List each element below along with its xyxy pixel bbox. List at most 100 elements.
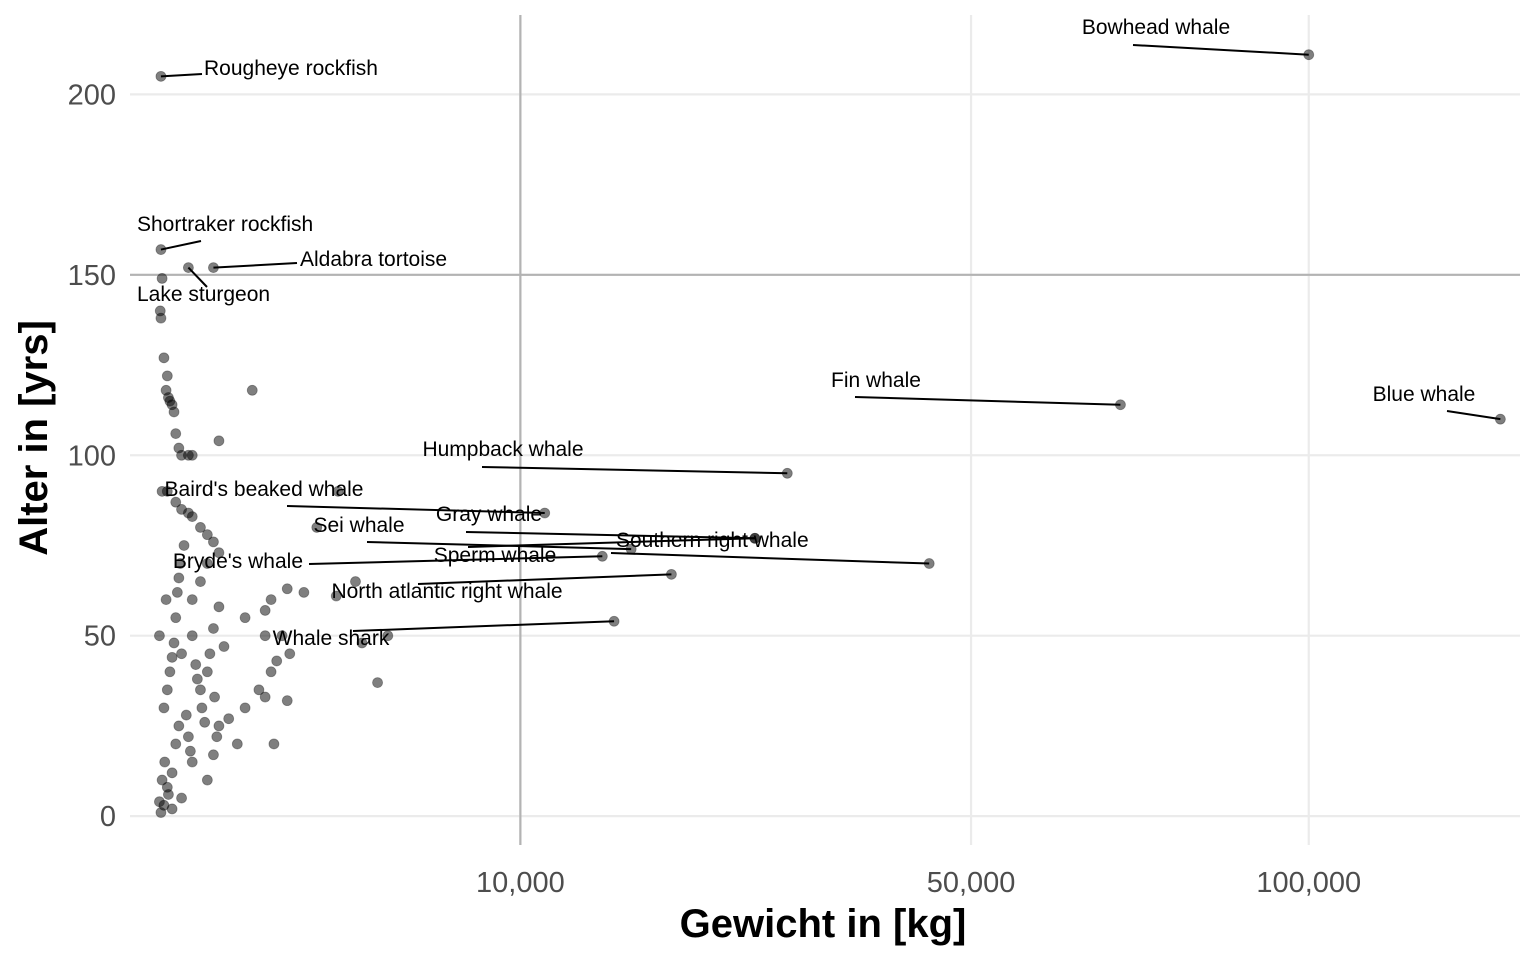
data-point <box>201 774 213 786</box>
data-point <box>213 547 225 559</box>
label-leader-line <box>187 266 208 288</box>
point-label: Whale shark <box>273 627 390 650</box>
data-point <box>208 623 219 634</box>
data-point <box>209 691 220 703</box>
data-point <box>191 673 203 685</box>
point-label: Baird's beaked whale <box>165 478 364 501</box>
label-leader-lines <box>160 44 1501 632</box>
x-axis-title: Gewicht in [kg] <box>680 902 967 946</box>
data-point <box>176 648 187 660</box>
data-point <box>281 583 293 595</box>
data-point <box>268 738 280 750</box>
data-point <box>173 572 185 584</box>
label-leader-line <box>854 396 1121 406</box>
data-point <box>195 522 206 533</box>
point-label: Rougheye rockfish <box>204 57 378 80</box>
data-point <box>178 540 190 551</box>
label-leader-line <box>160 73 203 78</box>
data-point <box>171 586 183 598</box>
data-point <box>372 677 383 689</box>
data-point <box>231 738 243 750</box>
label-leader-line <box>1132 44 1309 56</box>
tick-labels: 10,000 50,000 100,000 0 50 100 150 200 <box>68 79 1362 899</box>
data-point <box>170 612 182 624</box>
data-point <box>265 594 277 606</box>
point-label: North atlantic right whale <box>331 580 562 603</box>
data-point <box>186 511 198 523</box>
point-label: Southern right whale <box>616 529 809 552</box>
y-axis-title: Alter in [yrs] <box>12 320 56 556</box>
data-point <box>239 612 251 624</box>
data-point <box>276 630 288 642</box>
data-point <box>196 702 208 714</box>
label-leader-line <box>481 466 788 475</box>
data-point <box>186 630 198 642</box>
data-point <box>195 576 206 587</box>
data-point <box>311 522 323 533</box>
data-point <box>186 594 198 606</box>
data-point <box>195 684 206 696</box>
data-point <box>211 731 223 743</box>
highlight-lines <box>130 15 1520 845</box>
label-leader-line <box>1446 410 1501 421</box>
data-point <box>170 496 182 508</box>
point-label: Sperm whale <box>434 544 557 567</box>
data-point <box>253 684 265 696</box>
y-tick-label: 0 <box>100 801 116 833</box>
data-point <box>350 576 361 587</box>
data-point <box>298 586 310 598</box>
point-label: Shortraker rockfish <box>137 213 313 236</box>
data-point <box>208 749 219 761</box>
data-point <box>213 720 225 732</box>
point-label: Fin whale <box>831 369 921 392</box>
data-point <box>163 789 174 800</box>
y-tick-label: 100 <box>68 440 116 472</box>
data-point <box>182 731 194 743</box>
data-points <box>154 49 1506 818</box>
data-point <box>208 536 219 548</box>
data-point <box>161 485 173 497</box>
x-tick-label: 50,000 <box>927 867 1016 899</box>
data-point <box>356 637 368 649</box>
data-point <box>190 659 202 670</box>
data-point <box>158 352 170 364</box>
data-point <box>166 767 178 779</box>
data-point <box>271 655 283 667</box>
data-point <box>168 406 180 418</box>
label-leader-line <box>308 555 603 565</box>
label-leader-line <box>467 537 755 548</box>
data-point <box>166 651 178 663</box>
data-point <box>160 594 172 606</box>
point-label: Bryde's whale <box>173 550 303 573</box>
point-label: Humpback whale <box>422 438 583 461</box>
label-leader-line <box>610 552 930 565</box>
data-point <box>154 796 165 808</box>
data-point <box>201 558 213 569</box>
point-label: Sei whale <box>313 514 404 537</box>
data-point <box>186 756 198 768</box>
data-point <box>154 630 165 642</box>
data-point <box>239 702 251 714</box>
label-leader-line <box>352 620 615 632</box>
x-tick-label: 10,000 <box>476 867 565 899</box>
label-leader-line <box>160 240 202 251</box>
data-point <box>186 449 198 461</box>
grid-lines <box>130 15 1520 845</box>
y-tick-label: 150 <box>68 260 116 292</box>
point-labels: Bowhead whale Rougheye rockfish Shortraker… <box>137 16 1475 650</box>
data-point <box>201 529 213 541</box>
data-point <box>259 691 271 703</box>
data-point <box>176 792 187 804</box>
data-point <box>170 428 182 440</box>
label-leader-line <box>286 505 545 514</box>
data-point <box>161 370 173 382</box>
label-leader-line <box>465 531 755 540</box>
label-leader-line <box>417 573 672 585</box>
data-point <box>213 601 225 613</box>
data-point <box>204 648 216 660</box>
data-point <box>199 716 211 728</box>
y-tick-label: 200 <box>68 79 116 111</box>
data-point <box>156 273 168 284</box>
point-label: Gray whale <box>436 503 542 526</box>
